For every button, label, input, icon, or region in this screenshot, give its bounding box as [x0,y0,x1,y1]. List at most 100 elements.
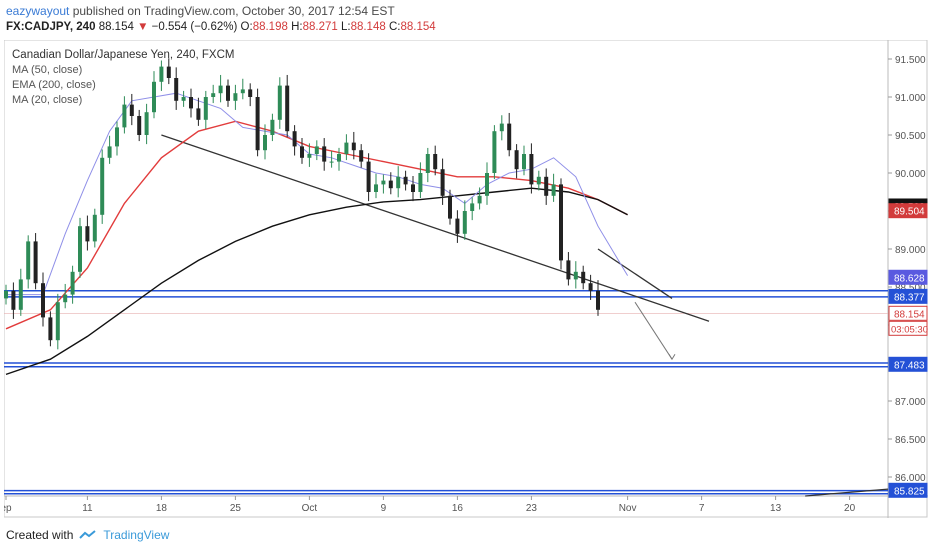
trendline-lower [161,134,710,322]
candle-body [226,85,230,101]
legend-ma50[interactable]: MA (50, close) [12,64,83,76]
candle-body [48,317,53,341]
chart-container[interactable]: 91.50091.00090.50090.00089.50089.00088.5… [4,40,928,518]
candle-body [440,169,445,196]
candle-body [26,241,31,280]
candle-body [492,131,497,173]
candle-body [277,85,282,120]
x-tick-label: Oct [302,503,318,514]
candle-body [477,195,482,204]
candle-body [92,214,97,242]
candle-body [507,123,512,151]
trendline-bottom-right [805,488,889,497]
candle-body [11,290,16,310]
candle-body [381,180,386,185]
candle-body [100,157,105,215]
price-tag [888,356,928,372]
x-tick-label: 25 [230,503,242,514]
candle-body [462,211,467,234]
y-tick-label: 88.500 [895,283,926,294]
author-link[interactable]: eazywayout [6,4,70,18]
chart-legend: Canadian Dollar/Japanese Yen, 240, FXCM … [12,48,234,108]
candle-body [248,89,253,97]
price-chart[interactable]: 91.50091.00090.50090.00089.50089.00088.5… [4,40,928,518]
candle-body [522,154,526,170]
legend-ema200[interactable]: EMA (200, close) [12,79,96,91]
candle-body [285,85,290,132]
candle-body [388,180,393,189]
projection-arrow [634,301,673,360]
symbol-info-line: FX:CADJPY, 240 88.154 ▼ −0.554 (−0.62%) … [6,21,436,37]
candle-body [107,146,112,158]
y-tick-label: 87.000 [895,397,926,408]
candle-body [329,161,334,163]
candle-body [159,66,164,82]
candle-body [337,154,341,162]
candle-body [433,154,438,170]
chart-frame [4,40,928,518]
candle-body [485,173,489,196]
y-tick-label: 86.500 [895,435,926,446]
candle-body [240,89,245,94]
candle-body [255,97,260,151]
candle-body [144,112,149,135]
candle-body [374,184,378,192]
candle-body [218,85,223,94]
publish-info: published on TradingView.com, October 30… [69,4,395,18]
x-tick-label: 11 [82,503,93,514]
candle-body [344,142,349,154]
ema200-line [5,187,628,376]
down-arrow-icon: ▼ [137,21,149,33]
candle-body [411,184,415,192]
candle-body [292,131,297,147]
x-tick-label: 7 [699,503,705,514]
x-tick-label: Nov [619,503,637,514]
candle-body [211,93,216,97]
price-tag [888,482,928,498]
candle-body [270,119,275,135]
candle-body [588,283,593,291]
candle-body [359,150,364,162]
countdown-tag [888,320,928,336]
candle-body [4,290,8,299]
x-tick-label: 9 [381,503,387,514]
x-tick-label: 16 [452,503,464,514]
x-tick-label: 18 [156,503,168,514]
low-label: L: [340,21,351,33]
created-with-label: Created with [6,528,74,542]
price-tag-label: 88.377 [894,292,925,303]
legend-ma20[interactable]: MA (20, close) [12,94,83,106]
candle-body [300,146,304,158]
candle-body [470,203,475,211]
last-price: 88.154 [98,21,134,33]
candle-body [596,290,600,310]
tradingview-brand[interactable]: TradingView [103,528,170,542]
ma20-line [6,92,629,296]
candle-body [448,195,452,219]
y-tick-label: 86.000 [895,473,926,484]
candle-body [33,241,38,284]
price-tag [888,305,928,321]
x-tick-label: 23 [526,503,538,514]
candle-body [551,184,556,196]
candle-body [499,123,504,132]
candle-body [307,154,312,158]
price-tag [888,269,928,285]
price-tag-label: 85.825 [894,486,925,497]
candle-body [41,283,45,318]
candle-body [529,154,534,185]
candle-body [196,108,201,120]
price-tag-label: 88.154 [894,309,925,320]
close-value: 88.154 [400,21,436,33]
y-tick-label: 91.000 [895,93,926,104]
candle-body [18,279,23,310]
candle-body [544,176,549,196]
candle-body [403,176,408,185]
candle-body [559,184,563,261]
candle-body [233,93,238,101]
candle-body [203,97,208,120]
symbol-label: FX:CADJPY, 240 [6,21,96,33]
high-value: 88.271 [302,21,338,33]
candle-body [263,135,267,151]
footer: Created with TradingView [6,526,169,544]
